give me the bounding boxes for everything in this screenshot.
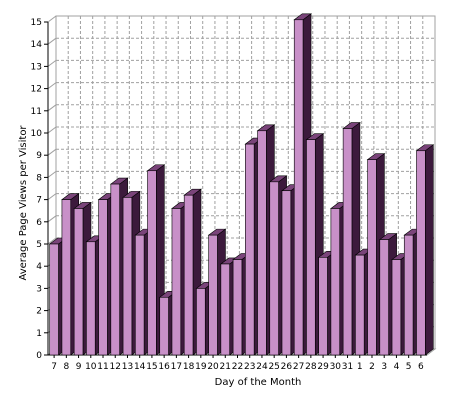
x-tick-label: 27: [293, 362, 304, 372]
y-tick-label: 3: [36, 284, 42, 294]
y-tick-label: 6: [36, 218, 42, 228]
bar-front-face: [391, 259, 402, 356]
x-tick-label: 5: [406, 362, 412, 372]
bar-front-face: [61, 199, 72, 356]
bar-front-face: [257, 130, 267, 356]
y-tick-label: 0: [36, 351, 42, 361]
bar-front-face: [196, 288, 206, 356]
x-tick-label: 26: [281, 362, 293, 372]
gridline-y-side: [47, 237, 57, 245]
x-tick-label: 25: [268, 362, 279, 372]
y-tick-label: 7: [36, 196, 42, 206]
x-tick-label: 12: [110, 362, 121, 372]
bar-front-face: [73, 208, 84, 356]
bar-front-face: [330, 208, 341, 356]
x-tick-label: 9: [76, 362, 82, 372]
x-tick-labels: 7 8 9 10 11 12 13 14 15 16 17 18 19 20 21 22 23 24 25 26 27 2…: [51, 362, 424, 372]
bar-front-face: [293, 19, 304, 356]
gridline-y-side: [47, 15, 57, 23]
bar-front-face: [355, 254, 365, 356]
x-tick-label: 21: [220, 362, 231, 372]
x-tick-label: 13: [122, 362, 133, 372]
x-tick-label: 6: [418, 362, 424, 372]
gridline-y-side: [47, 37, 57, 45]
bar-front-face: [134, 234, 145, 356]
bar-front-face: [342, 128, 353, 356]
gridline-y-side: [47, 126, 57, 134]
bar-front-face: [318, 257, 328, 356]
bar-front-face: [245, 143, 255, 356]
y-tick-label: 14: [31, 40, 43, 50]
x-tick-label: 8: [63, 362, 69, 372]
gridline-y-side: [47, 148, 57, 156]
bar-front-face: [269, 181, 279, 356]
gridline-y-side: [47, 215, 57, 223]
bar-front-face: [86, 241, 96, 356]
x-tick-label: 18: [183, 362, 195, 372]
x-tick-label: 2: [369, 362, 375, 372]
x-tick-label: 4: [394, 362, 400, 372]
y-tick-label: 15: [31, 18, 42, 28]
gridline-y-side: [47, 82, 57, 89]
bar-front-face: [159, 296, 169, 356]
gridline-y-side: [47, 193, 57, 201]
x-axis-title: Day of the Month: [215, 377, 302, 388]
bars: [48, 13, 435, 356]
y-tick-label: 4: [36, 262, 42, 272]
x-tick-label: 16: [158, 362, 170, 372]
gridline-y-side: [47, 170, 57, 178]
x-tick-label: 11: [97, 362, 108, 372]
x-tick-label: 29: [317, 362, 329, 372]
y-tick-label: 10: [31, 129, 43, 139]
x-tick-label: 10: [85, 362, 97, 372]
bar-front-face: [403, 234, 414, 356]
y-tick-label: 8: [36, 173, 42, 183]
bar-front-face: [367, 159, 377, 356]
y-tick-label: 12: [31, 85, 42, 95]
bar-front-face: [232, 259, 243, 356]
gridline-y-side: [47, 104, 57, 112]
bar-front-face: [220, 263, 230, 356]
x-tick-label: 19: [195, 362, 207, 372]
bar-front-face: [281, 190, 292, 356]
bar-front-face: [98, 199, 108, 356]
bar-front-face: [110, 183, 120, 356]
x-tick-label: 22: [232, 362, 243, 372]
y-tick-label: 2: [36, 307, 42, 317]
y-tick-label: 11: [31, 107, 42, 117]
x-tick-label: 1: [357, 362, 363, 372]
bar-side-face: [424, 144, 434, 356]
y-tick-label: 1: [36, 329, 42, 339]
bar-front-face: [183, 194, 194, 356]
x-tick-label: 20: [207, 362, 219, 372]
x-tick-label: 23: [244, 362, 255, 372]
x-tick-label: 30: [330, 362, 342, 372]
bar-front-face: [49, 243, 59, 356]
x-tick-label: 31: [342, 362, 353, 372]
bar-front-face: [122, 197, 133, 356]
y-tick-label: 13: [31, 62, 42, 72]
y-axis-title: Average Page Views per Visitor: [18, 125, 29, 281]
y-tick-label: 9: [36, 151, 42, 161]
bar-front-face: [208, 234, 218, 356]
bar-front-face: [306, 139, 316, 356]
x-tick-label: 28: [305, 362, 317, 372]
bar-front-face: [171, 208, 182, 356]
bar-front-face: [416, 150, 426, 356]
bar: [415, 144, 435, 356]
x-tick-label: 3: [381, 362, 387, 372]
x-tick-label: 15: [146, 362, 157, 372]
x-tick-label: 14: [134, 362, 146, 372]
x-tick-label: 17: [171, 362, 182, 372]
bar-front-face: [379, 239, 389, 356]
y-tick-label: 5: [36, 240, 42, 250]
gridline-y-side: [47, 60, 57, 67]
x-tick-label: 24: [256, 362, 268, 372]
x-tick-label: 7: [51, 362, 57, 372]
bar-front-face: [147, 170, 157, 356]
